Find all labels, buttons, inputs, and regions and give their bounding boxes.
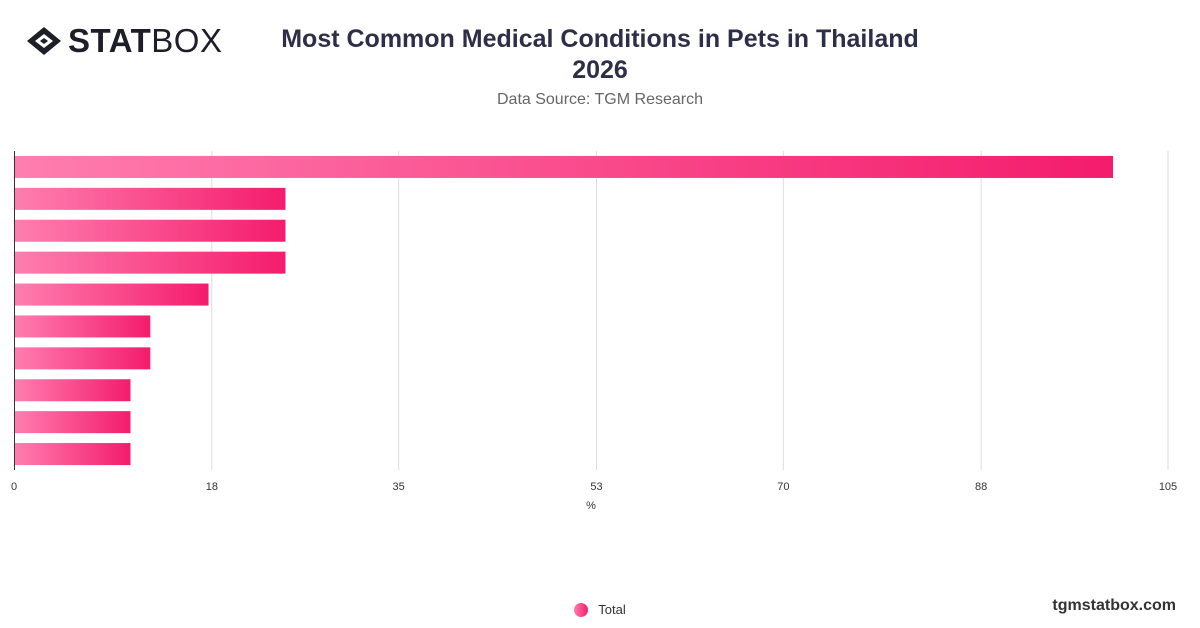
x-tick-label: 18 bbox=[206, 481, 218, 493]
x-axis-label: % bbox=[586, 500, 596, 512]
bar[interactable] bbox=[14, 347, 151, 370]
bar[interactable] bbox=[14, 379, 131, 402]
x-tick-label: 35 bbox=[393, 481, 405, 493]
bar[interactable] bbox=[14, 315, 151, 338]
logo-bold-text: STAT bbox=[68, 22, 152, 59]
bar[interactable] bbox=[14, 283, 209, 306]
bar[interactable] bbox=[14, 219, 286, 242]
bar[interactable] bbox=[14, 443, 131, 466]
bar[interactable] bbox=[14, 187, 286, 210]
bar[interactable] bbox=[14, 411, 131, 434]
x-tick-label: 53 bbox=[590, 481, 602, 493]
x-tick-label: 88 bbox=[975, 481, 987, 493]
legend-label: Total bbox=[598, 602, 626, 617]
logo-wordmark: STATBOX bbox=[68, 24, 222, 57]
chart-title: Most Common Medical Conditions in Pets i… bbox=[250, 24, 950, 86]
bar[interactable] bbox=[14, 251, 286, 274]
legend-marker-icon bbox=[574, 602, 589, 617]
bars bbox=[14, 155, 1114, 466]
footer-site: tgmstatbox.com bbox=[1052, 597, 1176, 614]
legend[interactable]: Total bbox=[0, 602, 1200, 617]
chart-title-line1: Most Common Medical Conditions in Pets i… bbox=[281, 25, 919, 53]
x-tick-label: 70 bbox=[777, 481, 789, 493]
chart-subtitle: Data Source: TGM Research bbox=[496, 91, 703, 108]
grid-lines bbox=[211, 151, 1169, 470]
bar-chart: 0 18 35 53 70 88 105% bbox=[11, 151, 1177, 512]
diamond-logo-icon bbox=[27, 26, 61, 55]
bar[interactable] bbox=[14, 155, 1114, 178]
logo-light-text: BOX bbox=[151, 22, 223, 59]
axes: 0 18 35 53 70 88 105% bbox=[11, 151, 1177, 512]
x-tick-label: 105 bbox=[1159, 481, 1177, 493]
x-tick-label: 0 bbox=[11, 481, 17, 493]
statbox-logo: STATBOX bbox=[26, 24, 222, 57]
chart-title-line2: 2026 bbox=[572, 56, 628, 84]
